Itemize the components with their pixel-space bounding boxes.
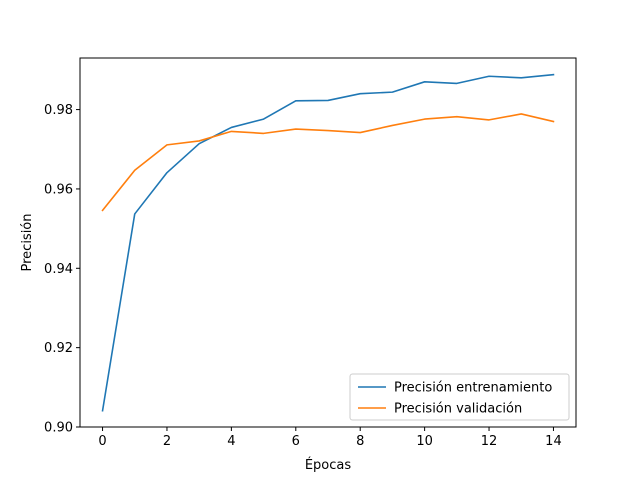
x-axis-label: Épocas — [305, 457, 352, 473]
series-line-2 — [101, 113, 555, 212]
x-tick-label: 6 — [292, 434, 300, 449]
y-tick-label: 0.92 — [44, 341, 73, 356]
legend-label-2: Precisión validación — [394, 402, 522, 417]
legend-box — [349, 373, 570, 421]
y-tick-label: 0.98 — [44, 103, 73, 118]
legend: Precisión entrenamiento Precisión validac… — [349, 373, 570, 421]
x-tick-label: 12 — [481, 434, 498, 449]
x-axis: 0 2 4 6 8 10 12 14 — [98, 427, 562, 449]
x-tick-label: 2 — [163, 434, 171, 449]
x-tick-label: 4 — [227, 434, 235, 449]
y-tick-label: 0.94 — [44, 262, 73, 277]
y-axis-label: Precisión — [20, 213, 35, 271]
x-tick-label: 0 — [98, 434, 106, 449]
y-tick-label: 0.96 — [44, 182, 73, 197]
plot-area — [101, 73, 555, 412]
y-axis: 0.90 0.92 0.94 0.96 0.98 — [44, 103, 80, 436]
legend-label-1: Precisión entrenamiento — [394, 381, 552, 396]
plot-frame — [79, 57, 577, 428]
x-tick-label: 14 — [545, 434, 562, 449]
x-tick-label: 8 — [356, 434, 364, 449]
y-tick-label: 0.90 — [44, 421, 73, 436]
series-line-1 — [101, 73, 555, 412]
x-tick-label: 10 — [416, 434, 433, 449]
